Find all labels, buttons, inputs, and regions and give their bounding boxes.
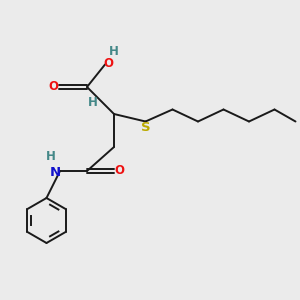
Text: H: H (88, 95, 98, 109)
Text: H: H (46, 149, 56, 163)
Text: O: O (103, 56, 114, 70)
Text: S: S (141, 121, 150, 134)
Text: O: O (114, 164, 124, 178)
Text: O: O (48, 80, 58, 94)
Text: N: N (50, 166, 61, 179)
Text: H: H (109, 44, 119, 58)
